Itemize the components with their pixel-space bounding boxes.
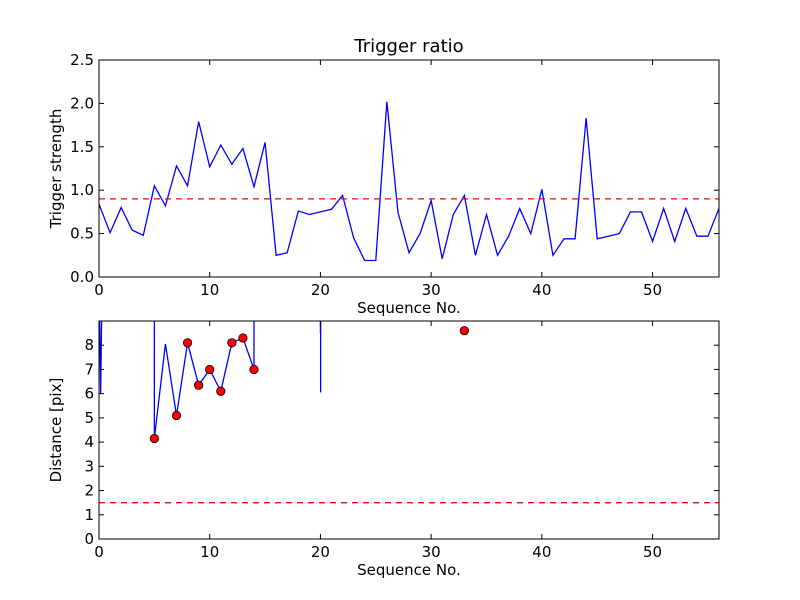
y-tick-label: 8: [84, 336, 94, 354]
series-line: [153, 321, 255, 439]
y-tick-label: 2.0: [70, 94, 94, 112]
x-tick-label: 40: [532, 281, 551, 299]
x-axis-label: Sequence No.: [357, 561, 461, 579]
y-tick-label: 2.5: [70, 51, 94, 69]
x-axis-label: Sequence No.: [357, 299, 461, 317]
x-tick-label: 50: [643, 543, 662, 561]
y-tick-label: 6: [84, 385, 94, 403]
data-point-marker: [149, 433, 159, 444]
x-tick-label: 0: [94, 281, 104, 299]
x-tick-label: 30: [422, 543, 441, 561]
distance-plot: 0 10 20 30 40 50 0 1 2 3 4 5 6 7 8 Sequence No. Distance…: [47, 320, 720, 579]
y-tick-label: 2: [84, 482, 94, 500]
axes-frame: [98, 59, 720, 278]
x-tick-label: 0: [94, 543, 104, 561]
data-point-marker: [227, 338, 237, 348]
data-point-marker: [249, 364, 259, 375]
plot-area: [99, 321, 719, 504]
y-tick-label: 5: [84, 409, 94, 427]
y-tick-label: 1: [84, 506, 94, 524]
data-point-marker: [194, 380, 204, 390]
data-point-marker: [205, 364, 215, 375]
y-tick-label: 7: [84, 360, 94, 378]
y-tick-label: 0.0: [70, 268, 94, 286]
y-axis-label: Trigger strength: [47, 109, 65, 230]
x-tick-label: 20: [311, 543, 330, 561]
y-axis-label: Distance [pix]: [47, 378, 65, 483]
y-tick-label: 0: [84, 530, 94, 548]
x-tick-label: 50: [643, 281, 662, 299]
axes-frame: [98, 320, 720, 540]
chart-title: Trigger ratio: [353, 36, 463, 57]
y-tick-label: 0.5: [70, 225, 94, 243]
data-point-marker: [216, 386, 226, 396]
data-point-marker: [238, 333, 248, 343]
x-tick-label: 20: [311, 281, 330, 299]
plot-area: [99, 101, 719, 262]
data-point-marker: [182, 338, 193, 348]
y-tick-label: 3: [84, 457, 94, 475]
x-tick-label: 10: [200, 543, 219, 561]
data-point-marker: [459, 326, 469, 336]
series-line: [99, 101, 719, 262]
x-tick-label: 40: [532, 543, 551, 561]
data-point-marker: [171, 410, 182, 421]
x-tick-label: 10: [200, 281, 219, 299]
y-tick-label: 4: [84, 433, 94, 451]
trigger-ratio-plot: 0 10 20 30 40 50 0.0 0.5 1.0 1.5 2.0 2.5 Sequence No…: [47, 51, 720, 317]
y-tick-label: 1.0: [70, 181, 94, 199]
y-tick-label: 1.5: [70, 138, 94, 156]
x-tick-label: 30: [422, 281, 441, 299]
